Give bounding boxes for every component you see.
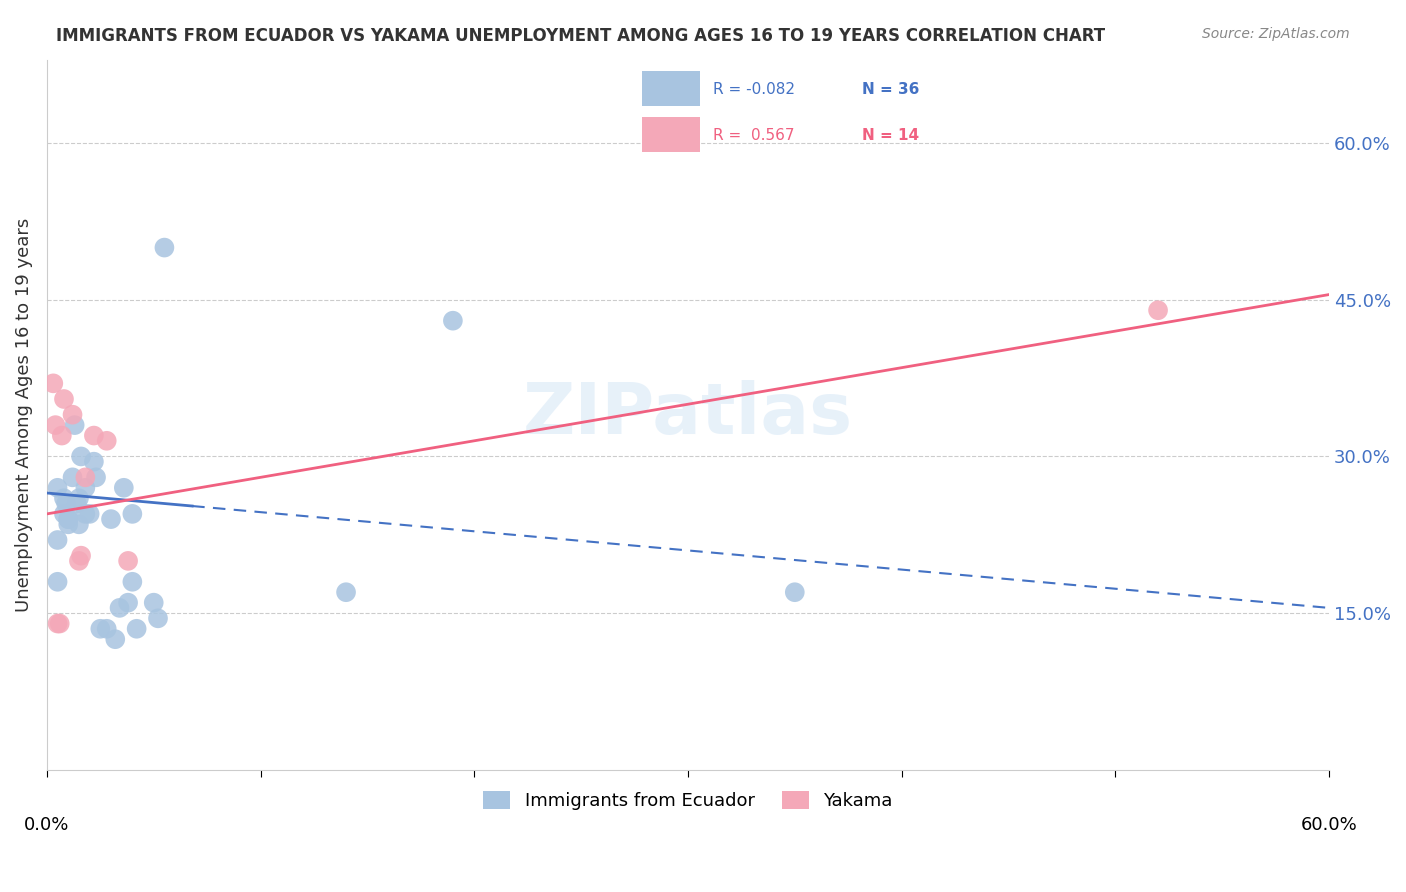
Point [67,517,90,532]
Point [112,481,135,495]
Point [66,496,89,510]
Point [75,507,97,521]
Text: N = 36: N = 36 [862,81,920,96]
Point [53,507,76,521]
Point [53,491,76,506]
Point [46,481,69,495]
Text: R = -0.082: R = -0.082 [713,81,794,96]
Point [121,507,143,521]
Point [84,470,107,484]
Point [96,434,118,448]
Point [53,392,76,406]
Point [108,600,131,615]
Point [44,418,66,433]
Point [55,496,77,510]
Text: 0.0%: 0.0% [24,816,69,834]
Point [335,585,357,599]
Point [51,428,73,442]
Text: 60.0%: 60.0% [1301,816,1357,834]
Point [67,491,90,506]
Point [441,314,464,328]
Point [67,554,90,568]
Point [783,585,806,599]
Point [83,455,105,469]
Point [75,481,97,495]
Y-axis label: Unemployment Among Ages 16 to 19 years: Unemployment Among Ages 16 to 19 years [15,218,32,612]
Point [142,596,165,610]
Point [1147,303,1170,318]
Point [46,616,69,631]
Text: R =  0.567: R = 0.567 [713,128,794,143]
Text: ZIPatlas: ZIPatlas [523,380,853,450]
Point [117,554,139,568]
Text: IMMIGRANTS FROM ECUADOR VS YAKAMA UNEMPLOYMENT AMONG AGES 16 TO 19 YEARS CORRELA: IMMIGRANTS FROM ECUADOR VS YAKAMA UNEMPL… [56,27,1105,45]
Point [62,470,84,484]
Bar [641,70,700,106]
Point [75,470,97,484]
Point [83,428,105,442]
Point [79,507,101,521]
Point [58,512,80,526]
Point [48,616,70,631]
Legend: Immigrants from Ecuador, Yakama: Immigrants from Ecuador, Yakama [477,784,900,818]
Point [89,622,111,636]
Bar [641,117,700,153]
Point [42,376,65,391]
Point [63,418,86,433]
Point [121,574,143,589]
Point [58,517,80,532]
Text: Source: ZipAtlas.com: Source: ZipAtlas.com [1202,27,1350,41]
Point [70,549,93,563]
Point [70,450,93,464]
Point [46,574,69,589]
Point [100,512,122,526]
Point [153,241,176,255]
Point [117,596,139,610]
Point [62,408,84,422]
Point [146,611,169,625]
Point [104,632,127,647]
Text: N = 14: N = 14 [862,128,920,143]
Point [96,622,118,636]
Point [58,512,80,526]
Point [125,622,148,636]
Point [46,533,69,547]
